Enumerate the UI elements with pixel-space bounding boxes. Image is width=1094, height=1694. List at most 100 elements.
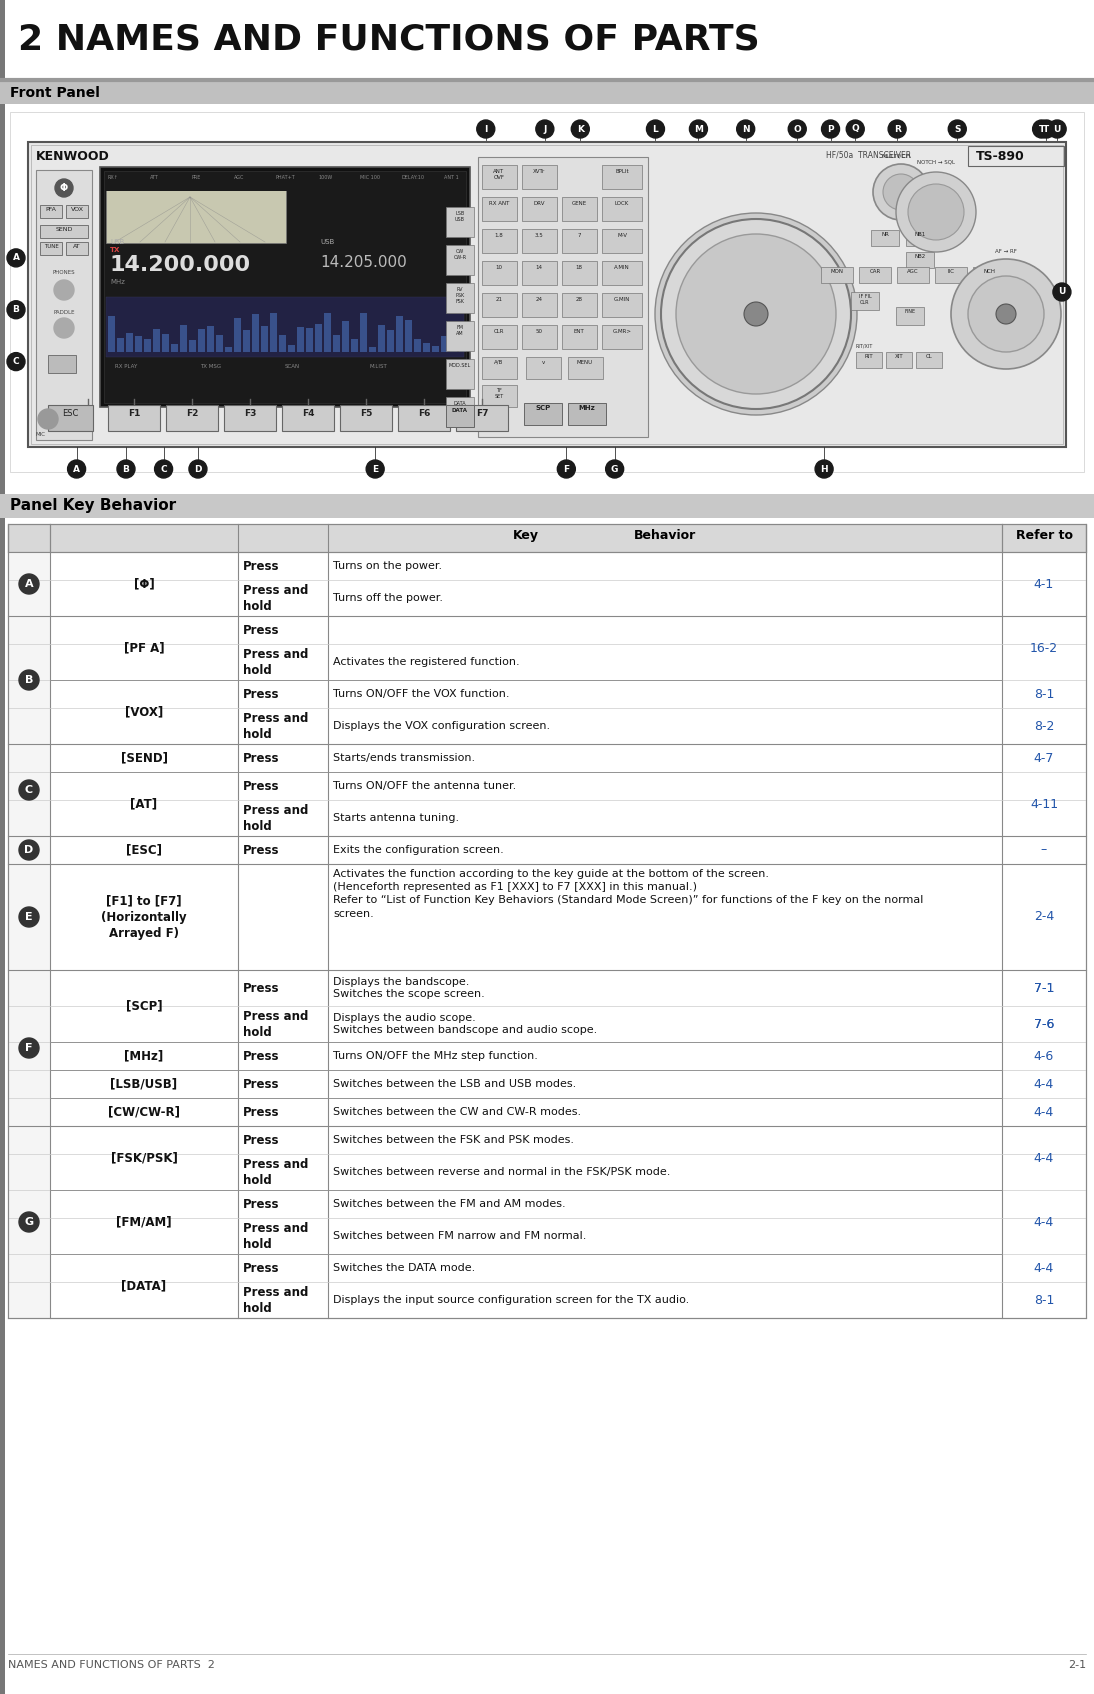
Circle shape bbox=[19, 840, 39, 861]
Bar bbox=[482, 385, 517, 407]
Text: Key: Key bbox=[513, 529, 539, 542]
Bar bbox=[446, 359, 474, 390]
Text: B: B bbox=[12, 305, 20, 315]
Text: HF/50a  TRANSCEIVER: HF/50a TRANSCEIVER bbox=[826, 151, 911, 159]
Bar bbox=[360, 342, 366, 352]
Bar bbox=[31, 146, 1063, 444]
Text: Press and
hold: Press and hold bbox=[243, 1221, 309, 1250]
Bar bbox=[171, 340, 178, 352]
Text: SCP: SCP bbox=[535, 405, 550, 412]
Circle shape bbox=[54, 280, 74, 300]
Text: Displays the VOX configuration screen.: Displays the VOX configuration screen. bbox=[333, 722, 550, 732]
Bar bbox=[36, 169, 92, 440]
Text: AF → RF: AF → RF bbox=[996, 249, 1017, 254]
Text: ENT: ENT bbox=[573, 329, 584, 334]
Bar bbox=[162, 335, 168, 352]
Bar bbox=[482, 261, 517, 285]
Bar bbox=[306, 339, 313, 352]
Circle shape bbox=[19, 1211, 39, 1232]
Bar bbox=[602, 229, 642, 252]
Text: NAMES AND FUNCTIONS OF PARTS  2: NAMES AND FUNCTIONS OF PARTS 2 bbox=[8, 1660, 214, 1670]
Text: 50: 50 bbox=[535, 329, 543, 334]
Bar bbox=[198, 339, 205, 352]
Text: Press: Press bbox=[243, 688, 279, 701]
Text: Press: Press bbox=[243, 1077, 279, 1091]
Circle shape bbox=[689, 120, 708, 137]
Text: Displays the audio scope.
Switches between bandscope and audio scope.: Displays the audio scope. Switches betwe… bbox=[333, 1013, 597, 1035]
Bar bbox=[48, 356, 75, 373]
Text: G: G bbox=[610, 464, 618, 474]
Text: MON: MON bbox=[830, 269, 843, 274]
Bar bbox=[340, 405, 392, 430]
Text: RIT: RIT bbox=[864, 354, 873, 359]
Bar bbox=[432, 318, 439, 352]
Bar bbox=[8, 523, 1086, 552]
Text: 4-4: 4-4 bbox=[1034, 1216, 1055, 1228]
Text: 4-6: 4-6 bbox=[1034, 1050, 1055, 1062]
Circle shape bbox=[1033, 120, 1050, 137]
Bar bbox=[423, 317, 430, 352]
Bar bbox=[106, 296, 464, 357]
Bar bbox=[916, 352, 942, 368]
Bar bbox=[522, 229, 557, 252]
Text: Press: Press bbox=[243, 1262, 279, 1274]
Text: Turns ON/OFF the MHz step function.: Turns ON/OFF the MHz step function. bbox=[333, 1050, 538, 1060]
Circle shape bbox=[736, 120, 755, 137]
Bar bbox=[8, 552, 50, 617]
Bar bbox=[40, 242, 62, 256]
Circle shape bbox=[117, 461, 135, 478]
Bar bbox=[446, 246, 474, 274]
Bar bbox=[562, 293, 597, 317]
Circle shape bbox=[744, 302, 768, 325]
Text: VOX: VOX bbox=[70, 207, 83, 212]
Text: 3.5: 3.5 bbox=[535, 234, 544, 237]
Text: F: F bbox=[563, 464, 569, 474]
Text: Switches between the FSK and PSK modes.: Switches between the FSK and PSK modes. bbox=[333, 1135, 574, 1145]
Bar bbox=[104, 171, 466, 403]
Text: F5: F5 bbox=[360, 408, 372, 418]
Text: RIT/XIT: RIT/XIT bbox=[856, 344, 873, 349]
Bar bbox=[108, 405, 160, 430]
Text: TUNE: TUNE bbox=[44, 244, 58, 249]
Text: IIC: IIC bbox=[947, 269, 954, 274]
Text: F2: F2 bbox=[186, 408, 198, 418]
Text: TX: TX bbox=[110, 247, 120, 252]
Text: 8-1: 8-1 bbox=[1034, 688, 1055, 701]
Circle shape bbox=[19, 1038, 39, 1059]
Bar bbox=[288, 324, 295, 352]
Text: v: v bbox=[542, 361, 545, 364]
Bar bbox=[414, 315, 421, 352]
Text: B: B bbox=[123, 464, 129, 474]
Text: F: F bbox=[25, 1044, 33, 1054]
Bar bbox=[40, 205, 62, 219]
Bar bbox=[482, 229, 517, 252]
Text: PADDLE: PADDLE bbox=[54, 310, 74, 315]
Text: FM
AM: FM AM bbox=[456, 325, 464, 335]
Text: 1.8: 1.8 bbox=[494, 234, 503, 237]
Bar bbox=[562, 325, 597, 349]
Text: Press: Press bbox=[243, 1050, 279, 1062]
Text: 24: 24 bbox=[535, 296, 543, 302]
Text: Starts/ends transmission.: Starts/ends transmission. bbox=[333, 754, 475, 762]
Text: KENWOOD: KENWOOD bbox=[36, 151, 109, 163]
Text: G: G bbox=[24, 1216, 34, 1226]
Circle shape bbox=[19, 671, 39, 689]
Text: 4-4: 4-4 bbox=[1034, 1077, 1055, 1091]
Text: 14: 14 bbox=[535, 264, 543, 269]
Text: A: A bbox=[25, 579, 33, 590]
Text: L: L bbox=[653, 124, 659, 134]
Bar bbox=[398, 405, 450, 430]
Circle shape bbox=[366, 461, 384, 478]
Bar bbox=[524, 403, 562, 425]
Text: NCH: NCH bbox=[984, 269, 996, 274]
Text: G.MIN: G.MIN bbox=[614, 296, 630, 302]
Bar bbox=[522, 325, 557, 349]
Text: M: M bbox=[694, 124, 703, 134]
Text: MHz: MHz bbox=[579, 405, 595, 412]
Text: 7-6: 7-6 bbox=[1034, 1018, 1055, 1030]
Bar bbox=[106, 173, 286, 242]
Text: CL: CL bbox=[926, 354, 932, 359]
Text: AGC: AGC bbox=[234, 174, 244, 180]
Text: Press and
hold: Press and hold bbox=[243, 803, 309, 832]
Bar bbox=[441, 322, 449, 352]
